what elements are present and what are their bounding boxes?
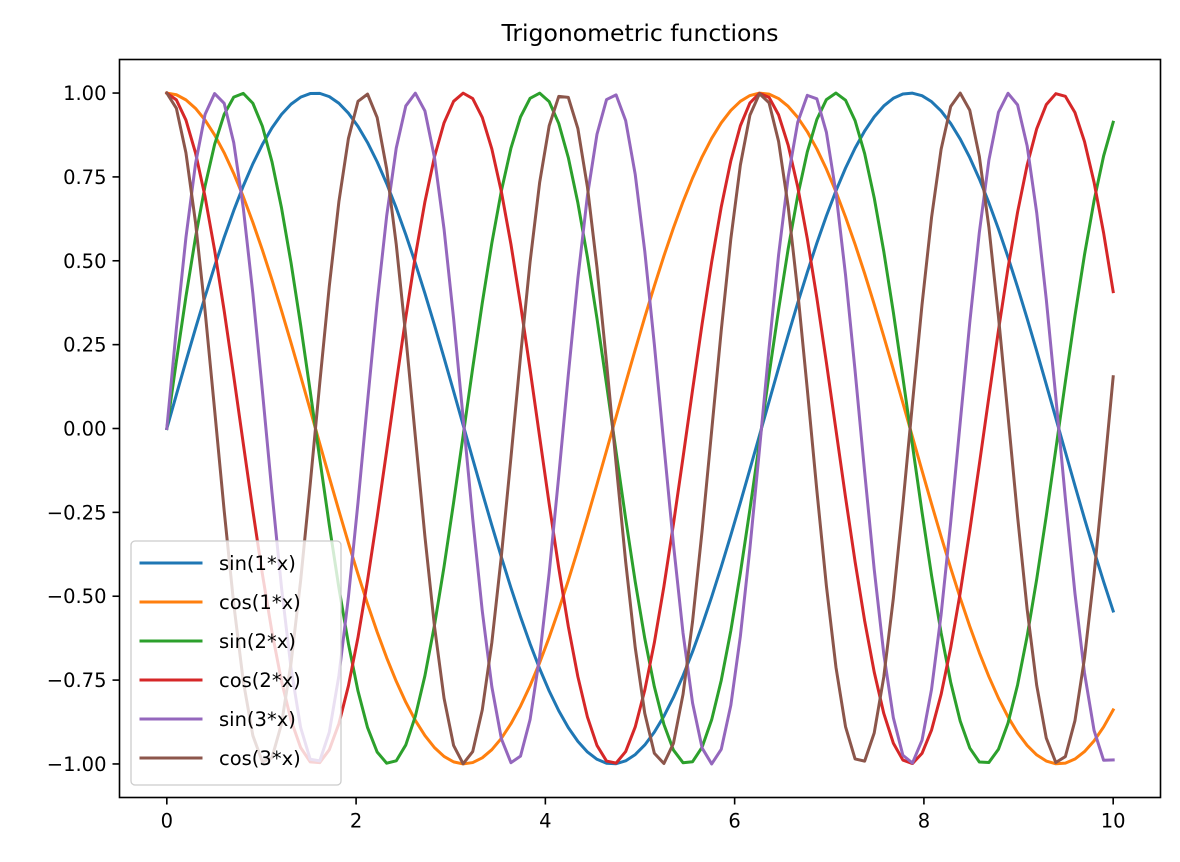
legend-label: cos(3*x) [219, 747, 301, 770]
y-tick-label: −0.25 [47, 501, 107, 524]
y-tick-label: 0.25 [63, 334, 106, 357]
legend: sin(1*x) cos(1*x) sin(2*x) cos(2*x) sin(3*x)… [130, 540, 342, 786]
x-axis: 0 2 4 6 8 10 [161, 797, 1126, 833]
series-line-1 [165, 91, 1116, 766]
legend-label: sin(3*x) [219, 708, 296, 731]
legend-label: cos(1*x) [219, 591, 301, 614]
y-tick-label: 0.50 [63, 250, 106, 273]
series-line-2 [165, 91, 1116, 765]
x-tick-label: 0 [161, 810, 173, 833]
x-tick-label: 6 [728, 810, 740, 833]
y-tick-label: −0.75 [47, 669, 107, 692]
series-line-5 [164, 90, 1115, 766]
legend-label: sin(2*x) [219, 630, 296, 653]
y-axis: 1.00 0.75 0.50 0.25 0.00 −0.25 −0.50 −0.75 −1.00 [47, 82, 120, 776]
x-tick-label: 2 [350, 810, 362, 833]
chart-title: Trigonometric functions [500, 19, 778, 47]
y-tick-label: −1.00 [47, 753, 107, 776]
y-tick-label: 0.75 [63, 166, 106, 189]
x-tick-label: 10 [1101, 810, 1126, 833]
y-tick-label: 1.00 [63, 82, 106, 105]
x-tick-label: 8 [918, 810, 930, 833]
series-line-0 [164, 91, 1116, 766]
legend-label: sin(1*x) [219, 552, 296, 575]
y-tick-label: −0.50 [47, 585, 107, 608]
legend-label: cos(2*x) [219, 669, 301, 692]
y-tick-label: 0.00 [63, 418, 106, 441]
x-tick-label: 4 [539, 810, 551, 833]
